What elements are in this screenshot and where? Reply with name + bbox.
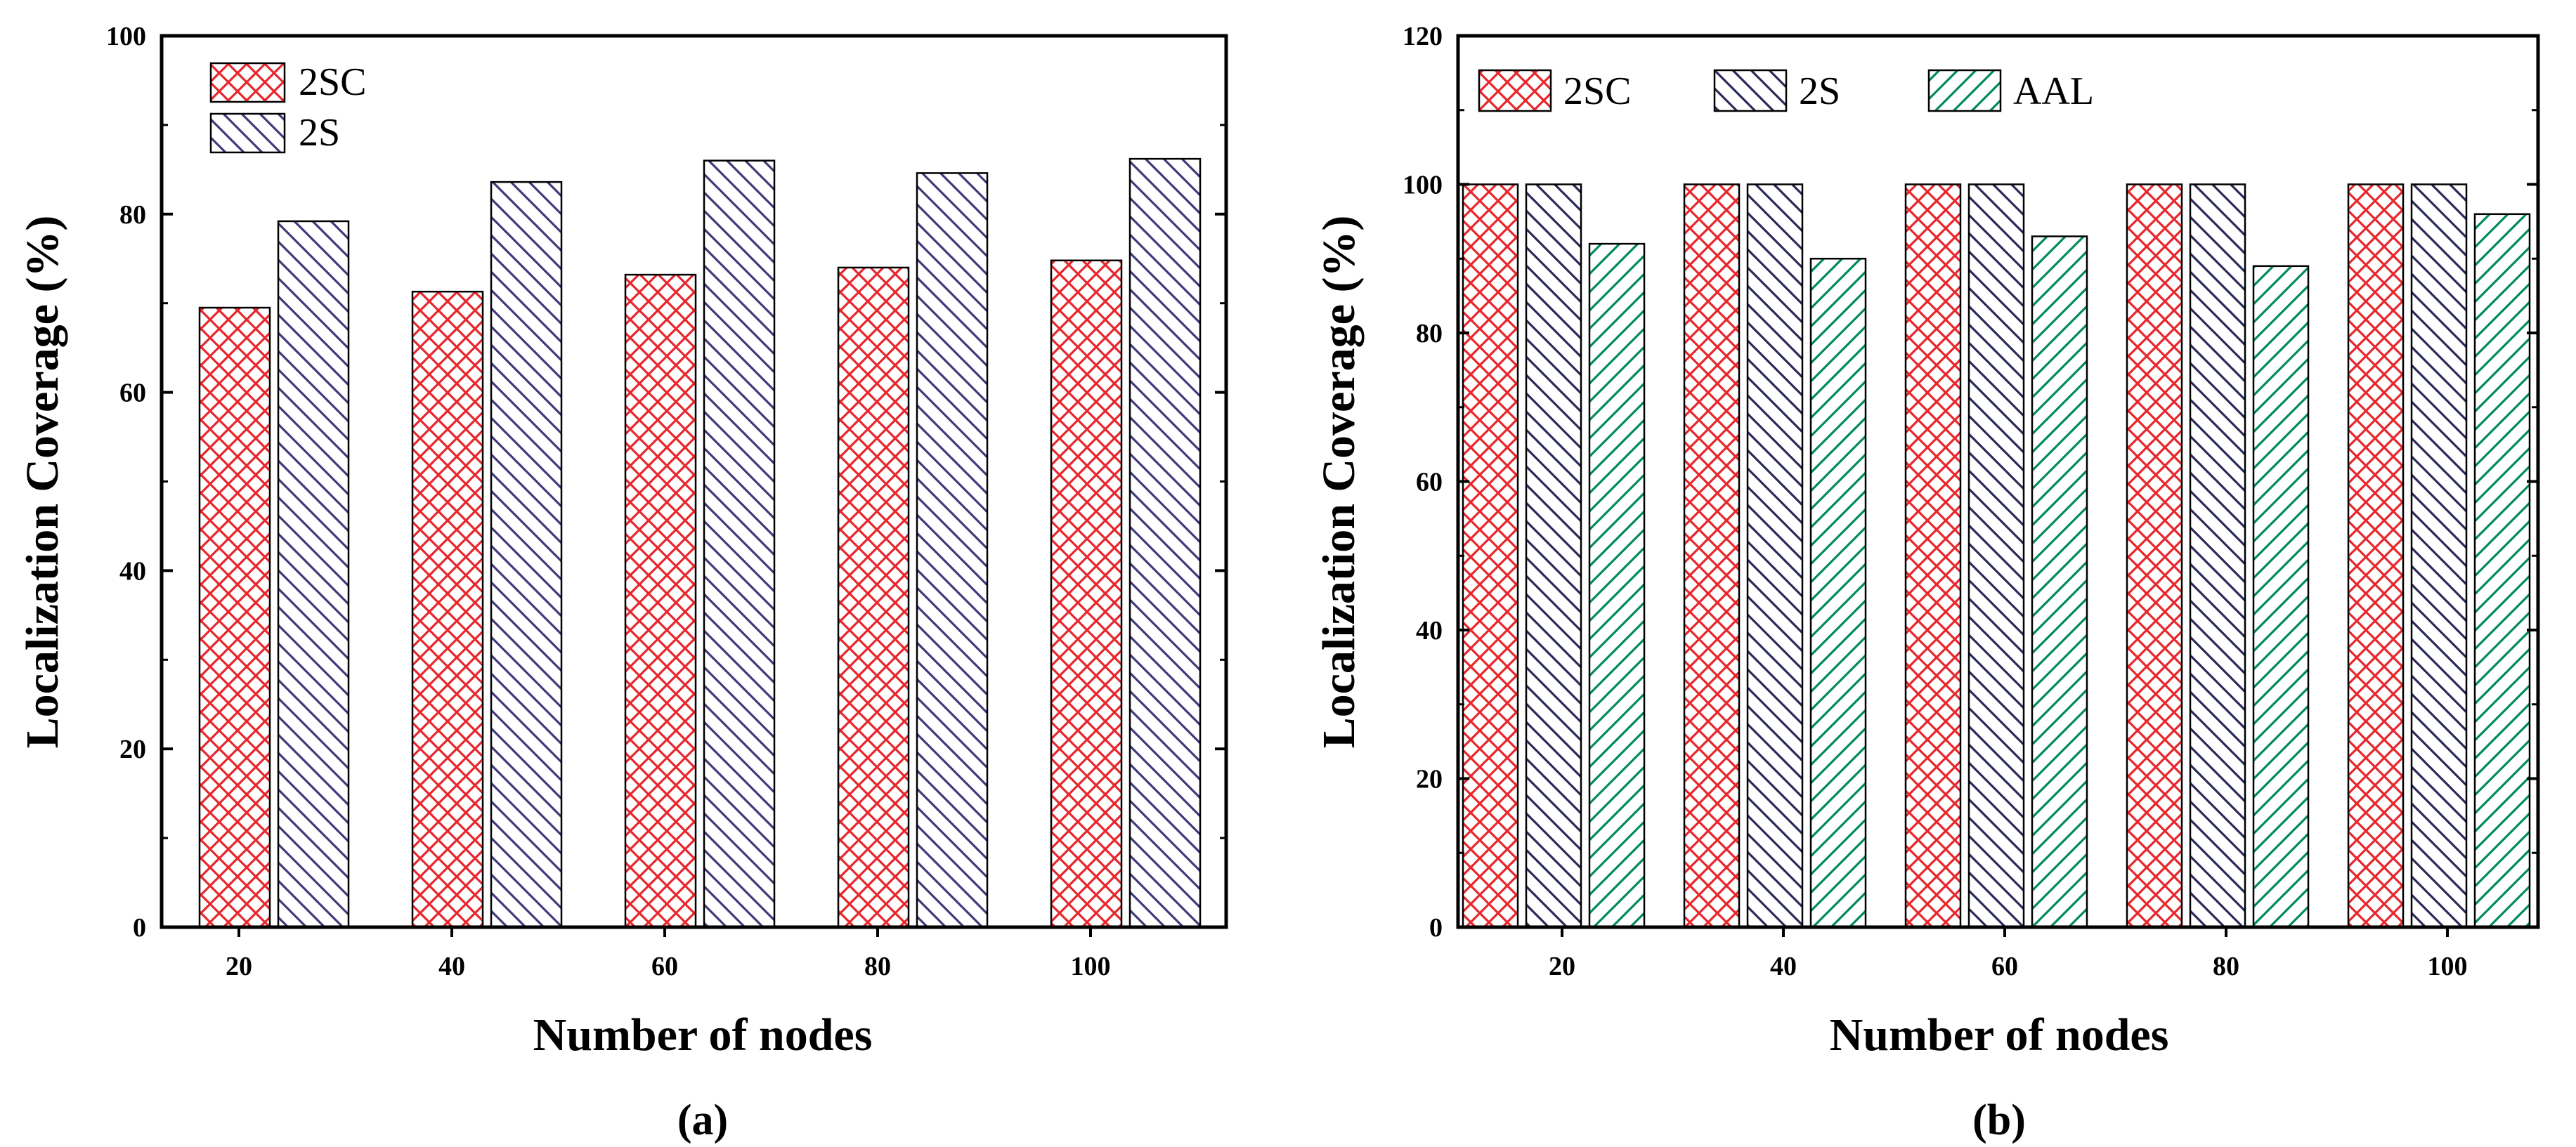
- bar-a-2s-20: [277, 220, 350, 929]
- bar-a-2sc-80: [837, 266, 910, 929]
- b-y-tick-label: 20: [1416, 765, 1443, 794]
- b-bars-group: [1462, 183, 2531, 929]
- a-y-tick-label: 20: [119, 735, 146, 764]
- b-x-tick-label: 80: [2213, 952, 2239, 981]
- a-x-ticks: 20 40 60 80 100: [226, 927, 1111, 981]
- a-x-axis-label: Number of nodes: [533, 1009, 873, 1061]
- b-x-tick-label: 40: [1770, 952, 1797, 981]
- a-x-tick-label: 60: [651, 952, 678, 981]
- bar-b-aal-100: [2473, 213, 2531, 929]
- bar-a-2sc-100: [1050, 259, 1123, 929]
- chart-panel-b: 0 20 40 60 80 100 120 20 40 60 80 100 2SC 2S AAL Loc…: [1313, 22, 2540, 1144]
- b-y-tick-label: 100: [1403, 171, 1443, 200]
- a-y-tick-label: 60: [119, 379, 146, 408]
- bar-b-2sc-80: [2126, 183, 2183, 929]
- bar-b-2sc-60: [1904, 183, 1962, 929]
- bar-a-2s-100: [1128, 157, 1202, 929]
- a-legend-swatch-2sc: [209, 62, 286, 103]
- a-legend-label-2s: 2S: [299, 111, 340, 155]
- bar-a-2s-80: [916, 172, 989, 929]
- b-x-ticks: 20 40 60 80 100: [1549, 927, 2468, 981]
- b-x-tick-label: 100: [2428, 952, 2468, 981]
- b-legend-swatch-aal: [1927, 69, 2002, 112]
- a-y-tick-label: 100: [106, 22, 146, 51]
- b-caption: (b): [1972, 1096, 2026, 1144]
- bar-b-aal-60: [2031, 235, 2088, 929]
- b-y-tick-label: 0: [1429, 913, 1443, 943]
- a-y-axis-label: Localization Coverage (%): [17, 216, 68, 749]
- b-y-tick-label: 120: [1403, 22, 1443, 51]
- a-y-tick-label: 0: [133, 913, 146, 943]
- bar-a-2sc-60: [624, 273, 697, 929]
- a-legend-swatch-2s: [209, 112, 286, 154]
- a-x-tick-label: 100: [1071, 952, 1111, 981]
- a-bars-group: [198, 157, 1202, 929]
- a-legend-label-2sc: 2SC: [299, 60, 367, 104]
- bar-b-aal-80: [2252, 265, 2310, 929]
- bar-a-2sc-20: [198, 306, 271, 929]
- b-y-axis-label: Localization Coverage (%): [1313, 216, 1365, 749]
- bar-b-2s-100: [2410, 183, 2468, 929]
- b-legend-label-2s: 2S: [1799, 70, 1840, 113]
- bar-b-2s-40: [1746, 183, 1804, 929]
- b-y-tick-label: 80: [1416, 319, 1443, 348]
- b-x-tick-label: 20: [1549, 952, 1575, 981]
- b-legend-label-aal: AAL: [2013, 70, 2094, 113]
- bar-a-2s-40: [490, 181, 563, 929]
- a-y-ticks: 0 20 40 60 80 100: [106, 22, 1226, 943]
- bar-b-2s-20: [1525, 183, 1582, 929]
- b-y-tick-label: 40: [1416, 616, 1443, 645]
- bar-b-2s-60: [1967, 183, 2025, 929]
- b-y-tick-label: 60: [1416, 468, 1443, 497]
- bar-b-2s-80: [2189, 183, 2246, 929]
- a-y-tick-label: 40: [119, 556, 146, 586]
- b-x-tick-label: 60: [1991, 952, 2018, 981]
- b-x-axis-label: Number of nodes: [1830, 1009, 2169, 1061]
- a-x-tick-label: 20: [226, 952, 252, 981]
- b-legend: 2SC 2S AAL: [1478, 69, 2094, 113]
- b-legend-swatch-2s: [1713, 69, 1788, 112]
- b-legend-label-2sc: 2SC: [1563, 70, 1632, 113]
- bar-b-aal-20: [1588, 242, 1646, 929]
- bar-b-2sc-20: [1462, 183, 1519, 929]
- a-x-tick-label: 40: [438, 952, 465, 981]
- a-x-tick-label: 80: [864, 952, 891, 981]
- bar-b-aal-40: [1809, 258, 1867, 929]
- bar-a-2sc-40: [411, 290, 484, 929]
- bar-b-2sc-100: [2347, 183, 2405, 929]
- b-y-ticks: 0 20 40 60 80 100 120: [1403, 22, 2538, 943]
- b-legend-swatch-2sc: [1478, 69, 1552, 112]
- a-caption: (a): [677, 1096, 728, 1144]
- bar-b-2sc-40: [1683, 183, 1741, 929]
- a-y-tick-label: 80: [119, 200, 146, 230]
- bar-a-2s-60: [703, 159, 776, 929]
